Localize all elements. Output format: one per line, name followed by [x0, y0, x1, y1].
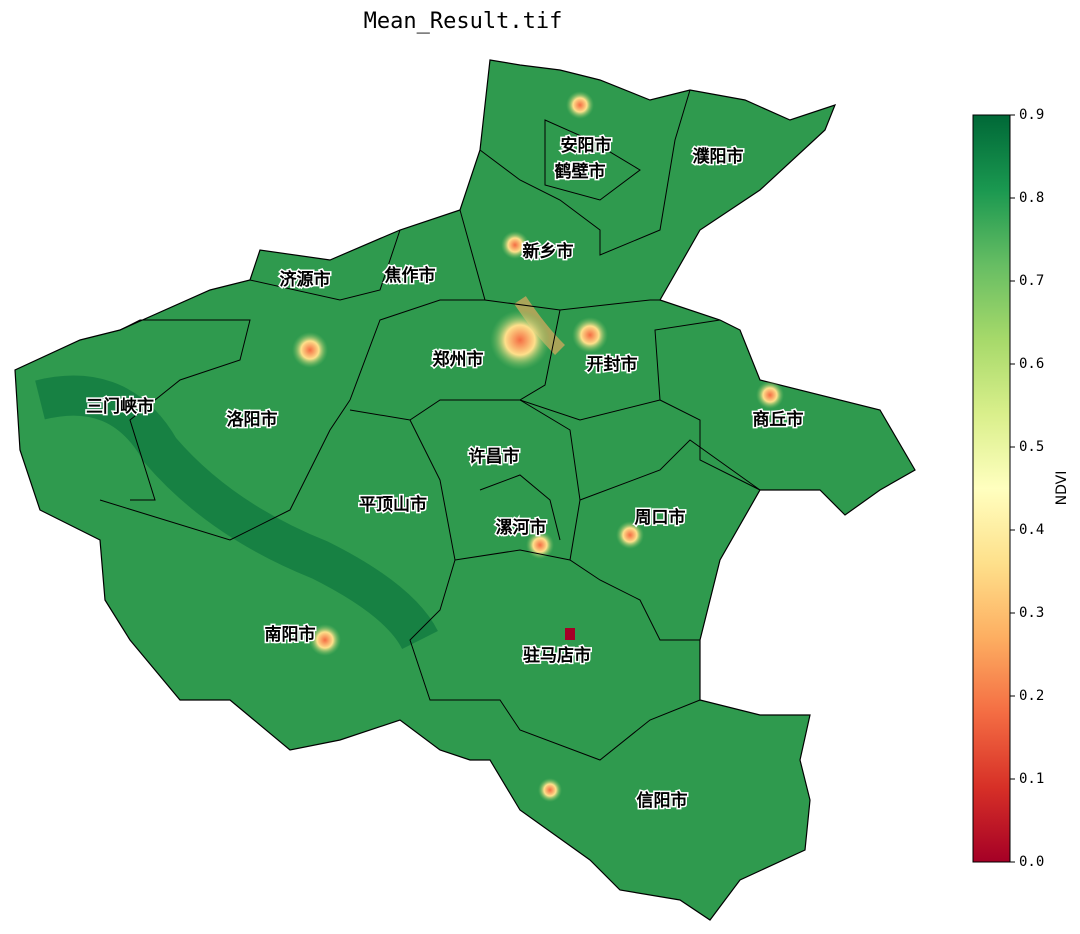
map-title: Mean_Result.tif [364, 9, 563, 34]
colorbar-tick-label: 0.2 [1019, 688, 1044, 704]
colorbar-tick-label: 0.5 [1019, 439, 1044, 455]
colorbar-tick-label: 0.0 [1019, 854, 1044, 870]
city-label: 三门峡市 [86, 396, 154, 417]
city-label: 开封市 [587, 354, 638, 375]
city-label: 南阳市 [265, 624, 316, 645]
city-label: 许昌市 [469, 446, 520, 467]
city-label: 新乡市 [523, 241, 574, 262]
colorbar-tick-label: 0.9 [1019, 107, 1044, 123]
city-label: 信阳市 [637, 790, 688, 811]
colorbar: NDVI 0.0 0.1 0.2 0.3 0.4 0.5 0.6 0.7 0.8 0.9 [972, 107, 1070, 870]
city-borders [99, 89, 761, 761]
city-label: 濮阳市 [693, 146, 744, 167]
city-label: 商丘市 [753, 409, 804, 430]
city-label: 洛阳市 [227, 409, 278, 430]
city-label: 济源市 [280, 269, 331, 290]
city-label: 安阳市 [561, 135, 612, 156]
colorbar-tick-label: 0.4 [1019, 522, 1044, 538]
colorbar-label: NDVI [1054, 471, 1070, 506]
city-label: 漯河市 [496, 517, 547, 538]
city-label: 周口市 [635, 507, 686, 528]
colorbar-tick-label: 0.1 [1019, 771, 1044, 787]
colorbar-tick-label: 0.8 [1019, 190, 1044, 206]
province-outline [14, 59, 916, 921]
city-label: 郑州市 [433, 349, 484, 370]
city-label: 焦作市 [384, 265, 436, 286]
city-label: 驻马店市 [523, 645, 591, 666]
colorbar-tick-label: 0.6 [1019, 356, 1044, 372]
colorbar-tick-label: 0.3 [1019, 605, 1044, 621]
city-label: 鹤壁市 [555, 161, 606, 182]
colorbar-tick-label: 0.7 [1019, 273, 1044, 289]
colorbar-gradient [972, 114, 1011, 863]
city-label: 平顶山市 [359, 494, 427, 515]
